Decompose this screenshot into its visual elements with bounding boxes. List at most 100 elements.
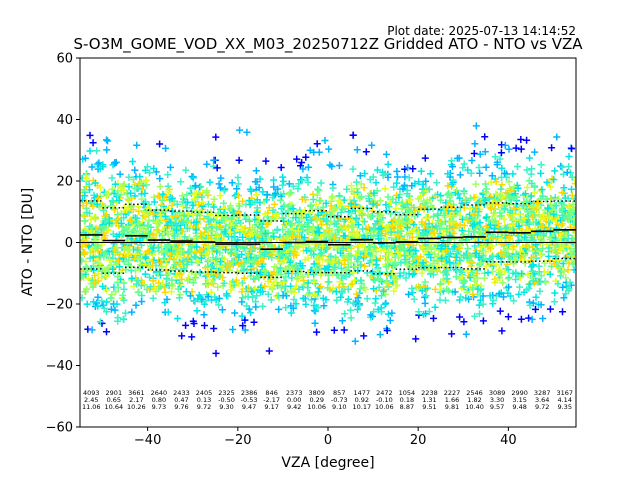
scatter-point xyxy=(112,288,120,296)
scatter-point xyxy=(90,279,98,287)
scatter-point xyxy=(294,185,302,193)
scatter-point xyxy=(108,197,116,205)
scatter-point xyxy=(281,266,289,274)
scatter-point xyxy=(456,171,464,179)
scatter-point xyxy=(274,282,281,290)
scatter-point xyxy=(251,285,259,293)
scatter-point xyxy=(198,193,206,201)
scatter-point xyxy=(80,257,86,265)
scatter-point xyxy=(119,315,127,323)
scatter-point xyxy=(476,169,484,177)
scatter-point xyxy=(321,137,329,144)
scatter-point xyxy=(168,220,176,228)
scatter-point xyxy=(433,179,441,187)
scatter-point xyxy=(238,298,246,306)
scatter-point xyxy=(517,315,525,323)
x-tick-label: −20 xyxy=(224,433,251,448)
scatter-point xyxy=(178,332,186,340)
scatter-point xyxy=(497,185,505,193)
scatter-point xyxy=(468,157,476,164)
scatter-point xyxy=(538,250,546,258)
scatter-point xyxy=(212,261,220,269)
scatter-point xyxy=(216,192,224,200)
scatter-point xyxy=(154,244,162,252)
scatter-point xyxy=(144,222,152,230)
scatter-point xyxy=(141,166,149,174)
scatter-point xyxy=(150,165,158,172)
scatter-point xyxy=(162,260,170,267)
scatter-point xyxy=(481,133,489,141)
scatter-point xyxy=(82,172,90,180)
scatter-point xyxy=(559,308,566,316)
scatter-point xyxy=(290,296,298,303)
scatter-point xyxy=(218,217,226,225)
scatter-point xyxy=(271,190,279,198)
scatter-point xyxy=(124,195,132,203)
scatter-point xyxy=(214,283,222,291)
scatter-point xyxy=(217,226,225,234)
scatter-point xyxy=(145,229,152,237)
scatter-points xyxy=(80,122,576,357)
scatter-point xyxy=(292,243,299,251)
scatter-point xyxy=(129,206,137,214)
scatter-point xyxy=(285,180,293,188)
scatter-point xyxy=(401,173,409,181)
x-tick-label: 0 xyxy=(324,433,332,448)
scatter-point xyxy=(288,232,296,240)
scatter-point xyxy=(204,270,212,278)
scatter-point xyxy=(257,283,265,291)
scatter-point xyxy=(126,217,134,225)
scatter-point xyxy=(117,184,125,192)
scatter-point xyxy=(216,223,224,230)
scatter-point xyxy=(81,192,89,200)
scatter-point xyxy=(250,264,258,272)
scatter-point xyxy=(239,322,247,330)
scatter-point xyxy=(295,180,303,188)
scatter-point xyxy=(100,224,108,232)
scatter-point xyxy=(261,268,269,275)
scatter-point xyxy=(140,200,148,207)
scatter-point xyxy=(95,159,103,167)
scatter-point xyxy=(152,288,160,295)
scatter-point xyxy=(88,163,96,171)
scatter-point xyxy=(193,307,201,315)
scatter-point xyxy=(217,184,224,192)
scatter-point xyxy=(215,245,223,252)
scatter-point xyxy=(149,231,157,239)
scatter-point xyxy=(293,155,301,163)
scatter-point xyxy=(156,175,164,183)
bin-std-label: 9.30 xyxy=(219,403,233,411)
scatter-point xyxy=(234,174,242,181)
scatter-point xyxy=(134,277,142,285)
scatter-point xyxy=(177,280,185,288)
scatter-point xyxy=(83,209,91,216)
scatter-point xyxy=(304,178,312,186)
scatter-point xyxy=(117,219,125,227)
scatter-point xyxy=(565,153,573,160)
scatter-point xyxy=(288,220,296,228)
scatter-point xyxy=(231,309,239,317)
scatter-point xyxy=(162,267,170,275)
scatter-point xyxy=(104,137,112,145)
scatter-point xyxy=(157,201,165,209)
scatter-point xyxy=(229,258,237,266)
scatter-point xyxy=(287,302,295,310)
x-tick-label: −40 xyxy=(134,433,161,448)
scatter-point xyxy=(189,174,197,182)
scatter-point xyxy=(239,197,247,205)
scatter-point xyxy=(409,165,417,173)
scatter-point xyxy=(180,212,188,219)
scatter-point xyxy=(472,122,480,130)
scatter-point xyxy=(384,160,392,168)
scatter-point xyxy=(279,177,287,185)
scatter-point xyxy=(83,300,91,308)
scatter-point xyxy=(261,282,269,290)
scatter-point xyxy=(568,145,576,153)
scatter-point xyxy=(202,250,210,258)
scatter-point xyxy=(282,253,290,260)
scatter-point xyxy=(479,317,487,325)
scatter-point xyxy=(103,286,111,294)
scatter-point xyxy=(120,214,128,222)
scatter-point xyxy=(204,293,212,301)
